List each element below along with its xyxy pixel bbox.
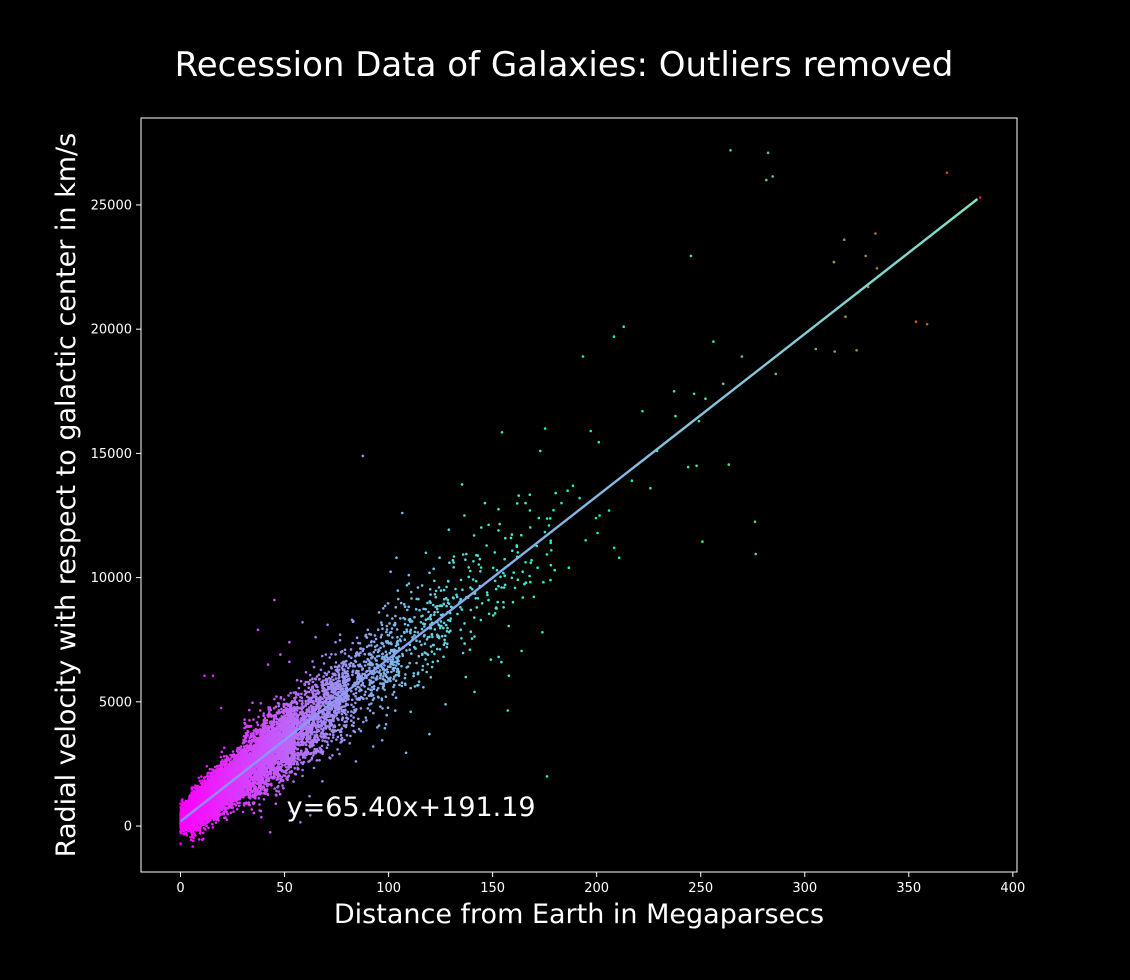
scatter-point	[182, 807, 186, 811]
scatter-point	[235, 808, 239, 811]
scatter-point	[205, 764, 209, 768]
scatter-point	[215, 764, 219, 768]
scatter-point	[197, 776, 201, 780]
scatter-point	[185, 800, 189, 804]
scatter-point	[182, 812, 186, 815]
scatter-point	[207, 826, 210, 830]
scatter-point	[179, 817, 182, 820]
scatter-point	[181, 822, 185, 825]
scatter-point	[179, 802, 182, 805]
scatter-point	[239, 795, 243, 798]
scatter-point	[202, 827, 206, 830]
scatter-point	[219, 755, 223, 759]
scatter-point	[180, 828, 184, 831]
scatter-point	[213, 765, 217, 769]
scatter-point	[214, 821, 218, 824]
scatter-point	[231, 750, 235, 753]
scatter-point	[182, 830, 186, 833]
scatter-point	[232, 810, 235, 813]
scatter-point	[211, 826, 215, 829]
scatter-point	[192, 836, 195, 840]
scatter-point	[217, 810, 220, 813]
scatter-point	[185, 822, 188, 825]
scatter-point	[225, 811, 229, 814]
scatter-point	[236, 746, 239, 750]
scatter-point	[223, 760, 227, 763]
scatter-point	[238, 801, 241, 805]
scatter-point	[226, 813, 229, 816]
scatter-point	[186, 817, 190, 821]
scatter-point	[222, 755, 226, 758]
scatter-point	[194, 784, 198, 788]
scatter-point	[180, 830, 183, 834]
scatter-point	[186, 809, 190, 812]
scatter-point	[183, 804, 186, 807]
scatter-point	[237, 795, 240, 799]
scatter-point	[184, 806, 188, 809]
scatter-point	[184, 826, 188, 829]
scatter-point	[236, 749, 239, 753]
scatter-point	[185, 833, 188, 837]
scatter-point	[200, 775, 203, 778]
scatter-point	[225, 818, 229, 821]
scatter-point	[194, 787, 198, 790]
scatter-point	[187, 825, 190, 829]
scatter-point	[179, 842, 182, 845]
scatter-point	[220, 808, 224, 812]
scatter-point	[182, 832, 186, 836]
scatter-point	[202, 776, 206, 779]
chart-title: Recession Data of Galaxies: Outliers rem…	[175, 45, 954, 85]
scatter-point	[191, 845, 194, 848]
scatter-point	[229, 753, 232, 757]
scatter-point	[224, 816, 227, 819]
scatter-point	[198, 779, 202, 783]
scatter-point	[179, 812, 183, 816]
scatter-point	[223, 746, 226, 749]
scatter-point	[197, 838, 201, 841]
scatter-point	[187, 829, 190, 833]
scatter-point	[220, 750, 224, 754]
scatter-point	[181, 798, 184, 801]
scatter-point	[201, 831, 205, 835]
scatter-point	[213, 812, 217, 815]
scatter-point	[219, 762, 223, 766]
